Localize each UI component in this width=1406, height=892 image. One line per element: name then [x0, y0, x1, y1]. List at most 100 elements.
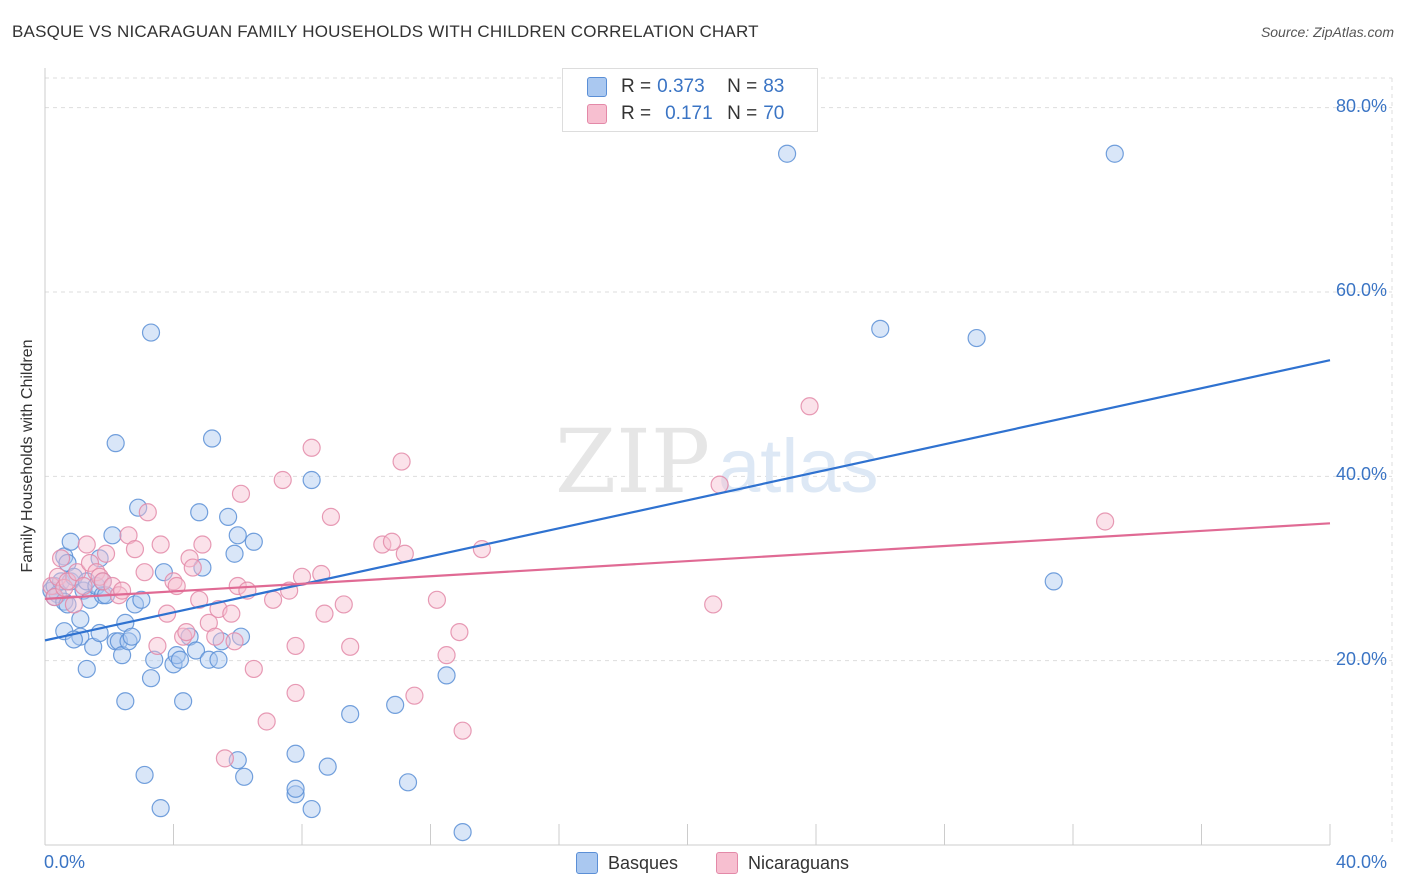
legend-item-nicaraguans[interactable]: Nicaraguans: [716, 852, 849, 874]
data-point: [392, 452, 411, 471]
nicaraguans-r-value: 0.171: [665, 103, 713, 124]
data-point: [183, 558, 202, 577]
data-point: [96, 544, 116, 563]
data-point: [141, 323, 161, 342]
data-point: [212, 632, 231, 651]
data-point: [151, 535, 170, 554]
data-point: [154, 563, 173, 582]
data-point: [106, 434, 125, 453]
basques-legend-label: Basques: [608, 852, 679, 873]
data-point: [141, 669, 161, 688]
data-point: [244, 659, 263, 679]
data-point: [231, 484, 251, 503]
legend-row-basques: R = 0.373 N = 83: [587, 75, 784, 99]
data-point: [967, 328, 986, 348]
data-point: [170, 650, 190, 669]
r-label: R =: [621, 76, 652, 97]
data-point: [231, 627, 251, 646]
data-point: [1105, 144, 1124, 163]
data-point: [74, 576, 93, 596]
data-point: [453, 822, 472, 842]
data-point: [286, 785, 305, 804]
data-point: [138, 503, 157, 522]
data-point: [125, 540, 145, 559]
data-point: [90, 549, 109, 568]
data-point: [135, 765, 154, 785]
data-point: [148, 636, 167, 656]
data-point: [302, 438, 321, 457]
data-point: [135, 563, 154, 582]
r-label: R =: [621, 103, 652, 124]
data-point: [77, 659, 96, 679]
data-point: [77, 535, 96, 554]
data-point: [334, 595, 353, 614]
data-point: [64, 595, 84, 614]
y-tick-label: 60.0%: [1336, 279, 1388, 300]
data-point: [186, 641, 206, 660]
data-point: [871, 319, 890, 338]
data-point: [427, 590, 447, 609]
data-point: [48, 567, 67, 586]
data-point: [80, 553, 100, 573]
data-point: [437, 666, 456, 685]
basques-r-value: 0.373: [657, 76, 705, 97]
data-point: [190, 590, 209, 609]
basques-swatch: [587, 77, 607, 97]
data-point: [1096, 512, 1115, 531]
basques-legend-swatch: [576, 852, 598, 874]
data-point: [437, 646, 456, 665]
data-point: [1044, 572, 1063, 591]
data-point: [318, 757, 337, 776]
data-point: [286, 683, 305, 703]
data-point: [225, 544, 244, 563]
data-point: [257, 712, 276, 731]
nicaraguans-legend-label: Nicaraguans: [748, 852, 850, 873]
legend-row-nicaraguans: R = 0.171 N = 70: [587, 102, 784, 126]
basques-n-value: 83: [763, 76, 785, 97]
data-point: [405, 686, 424, 705]
data-point: [193, 535, 212, 554]
nicaraguans-legend-swatch: [716, 852, 738, 874]
data-point: [219, 507, 238, 526]
data-point: [222, 604, 241, 623]
watermark-atlas: atlas: [718, 424, 879, 509]
data-point: [177, 622, 196, 642]
data-point: [286, 636, 305, 656]
data-point: [122, 627, 141, 646]
chart-source: Source: ZipAtlas.com: [1260, 24, 1394, 40]
data-point: [286, 779, 305, 798]
data-point: [199, 650, 218, 669]
data-point: [209, 650, 228, 669]
data-point: [202, 429, 222, 448]
nicaraguan-points: [42, 397, 1115, 768]
data-point: [341, 705, 360, 724]
data-point: [51, 549, 71, 568]
y-tick-label: 20.0%: [1336, 648, 1388, 669]
data-point: [225, 632, 244, 651]
data-point: [190, 503, 209, 522]
n-label: N =: [727, 76, 758, 97]
data-point: [386, 695, 405, 715]
data-point: [193, 558, 212, 577]
data-point: [244, 532, 263, 551]
nicaraguans-trend-line: [44, 522, 1331, 601]
legend-item-basques[interactable]: Basques: [576, 852, 678, 874]
data-point: [125, 595, 145, 614]
data-point: [103, 526, 122, 545]
data-point: [174, 692, 193, 711]
data-point: [61, 532, 80, 551]
data-point: [341, 637, 360, 656]
data-point: [398, 773, 418, 792]
axes: [44, 68, 1331, 846]
data-point: [132, 590, 151, 609]
trend-lines: [44, 359, 1331, 642]
data-point: [704, 595, 723, 614]
data-point: [93, 572, 112, 591]
data-point: [228, 526, 247, 545]
x-tick-label-min: 0.0%: [44, 852, 86, 872]
data-point: [151, 799, 170, 818]
correlation-legend: R = 0.373 N = 83 R = 0.171 N = 70: [562, 68, 818, 132]
data-point: [450, 622, 469, 642]
y-tick-label: 40.0%: [1336, 464, 1388, 485]
n-label: N =: [727, 103, 758, 124]
